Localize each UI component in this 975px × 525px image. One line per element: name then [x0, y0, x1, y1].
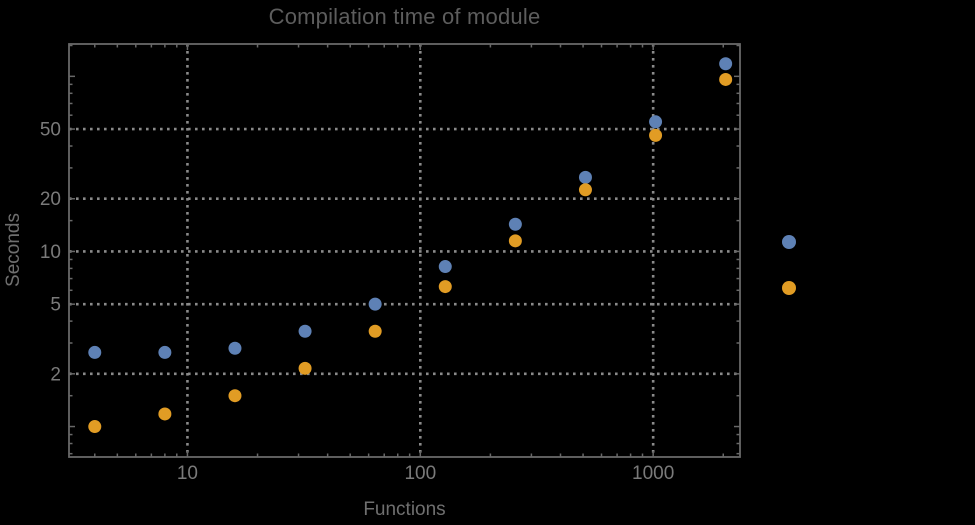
- data-point-blue: [508, 217, 522, 231]
- y-tick-label: 10: [40, 242, 61, 263]
- data-point-orange: [719, 72, 733, 86]
- x-axis-label: Functions: [363, 499, 446, 520]
- plot-frame: [68, 43, 741, 458]
- y-tick-label: 2: [50, 364, 61, 385]
- y-tick-label: 50: [40, 120, 61, 141]
- data-point-blue: [438, 260, 452, 274]
- data-point-orange: [578, 183, 592, 197]
- x-tick-label: 1000: [632, 463, 674, 484]
- data-point-orange: [508, 234, 522, 248]
- chart-title: Compilation time of module: [268, 4, 541, 29]
- data-point-blue: [649, 115, 663, 129]
- legend-marker-orange: [782, 281, 796, 295]
- y-tick-label: 5: [50, 295, 61, 316]
- data-point-orange: [438, 280, 452, 294]
- data-point-orange: [298, 361, 312, 375]
- data-point-orange: [368, 324, 382, 338]
- data-point-blue: [368, 297, 382, 311]
- data-point-blue: [228, 341, 242, 355]
- data-point-orange: [88, 420, 102, 434]
- data-point-blue: [88, 345, 102, 359]
- x-tick-label: 100: [404, 463, 436, 484]
- data-point-blue: [158, 345, 172, 359]
- data-point-orange: [228, 389, 242, 403]
- legend-marker-blue: [782, 235, 796, 249]
- x-tick-label: 10: [177, 463, 198, 484]
- y-tick-label: 20: [40, 189, 61, 210]
- data-point-orange: [649, 128, 663, 142]
- data-point-blue: [298, 324, 312, 338]
- data-point-orange: [158, 407, 172, 421]
- data-point-blue: [719, 57, 733, 71]
- data-point-blue: [578, 170, 592, 184]
- y-axis-label: Seconds: [3, 213, 24, 287]
